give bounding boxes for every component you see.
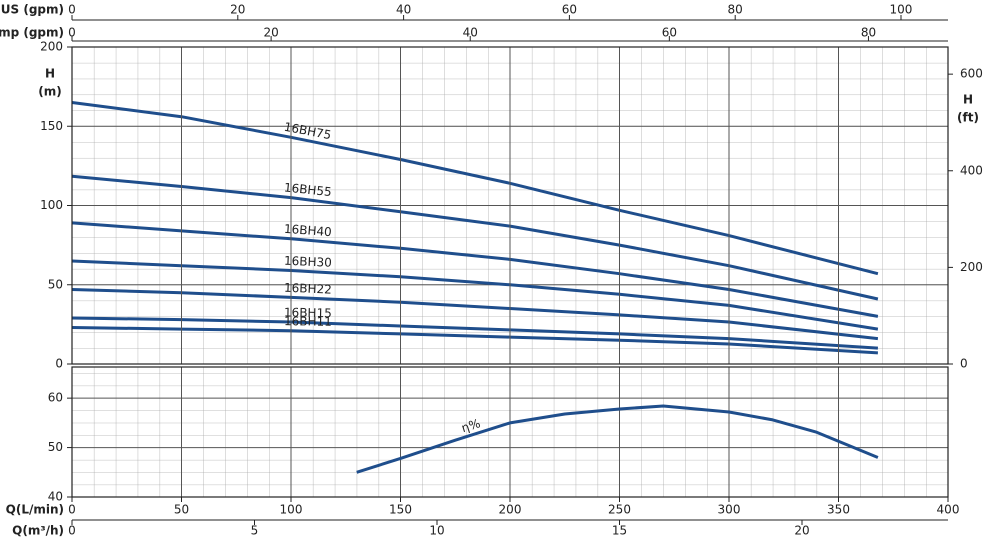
x-axis-label: Q(L/min) [6,503,64,517]
curve-label: η% [460,416,482,435]
x-tick-label: 0 [68,26,76,40]
x-tick-label: 100 [280,503,303,517]
curve [71,259,879,331]
y2-tick-label: 0 [960,357,968,371]
x-tick-label: 250 [608,503,631,517]
x-tick-label: 0 [68,3,76,17]
x-axis-label: Imp (gpm) [0,26,64,40]
y2-axis-label: (ft) [957,111,979,125]
y-axis-label: (m) [38,85,61,99]
y-tick-label: 50 [48,277,63,291]
x-tick-label: 0 [68,503,76,517]
curve-label: 16BH15 [284,305,332,320]
y-tick-label: 40 [48,490,63,504]
x-tick-label: 150 [389,503,412,517]
x-tick-label: 60 [662,26,677,40]
curve [356,404,879,474]
x-tick-label: 0 [68,524,76,538]
x-tick-label: 20 [794,524,809,538]
y2-tick-label: 400 [960,163,983,177]
x-tick-label: 200 [499,503,522,517]
y-tick-label: 150 [40,119,63,133]
x-axis-label: Q(m³/h) [12,524,64,538]
x-tick-label: 40 [463,26,478,40]
curve-label: 16BH55 [283,180,332,199]
y2-tick-label: 600 [960,67,983,81]
x-tick-label: 60 [562,3,577,17]
curve [71,326,878,355]
x-tick-label: 10 [429,524,444,538]
y2-axis-label: H [963,93,973,107]
x-tick-label: 300 [718,503,741,517]
x-tick-label: 20 [230,3,245,17]
y2-tick-label: 200 [960,260,983,274]
y-tick-label: 200 [40,40,63,54]
x-tick-label: 50 [174,503,189,517]
x-tick-label: 15 [612,524,627,538]
y-tick-label: 60 [48,391,63,405]
curve-label: 16BH22 [284,281,332,297]
y-tick-label: 50 [48,440,63,454]
x-tick-label: 400 [937,503,960,517]
y-tick-label: 0 [55,357,63,371]
x-tick-label: 5 [251,524,259,538]
x-tick-label: 80 [861,26,876,40]
curve [71,316,878,350]
x-tick-label: 100 [890,3,913,17]
curve [71,221,879,318]
curve-label: 16BH30 [284,254,332,270]
x-tick-label: 80 [728,3,743,17]
curve [71,101,879,276]
x-tick-label: 350 [827,503,850,517]
curve [71,288,879,341]
curve-label: 16BH11 [284,314,332,329]
x-tick-label: 40 [396,3,411,17]
y-axis-label: H [45,67,55,81]
x-tick-label: 20 [263,26,278,40]
curve [71,174,879,301]
y-tick-label: 100 [40,198,63,212]
curve-label: 16BH40 [284,222,333,239]
x-axis-label: US (gpm) [1,3,64,17]
